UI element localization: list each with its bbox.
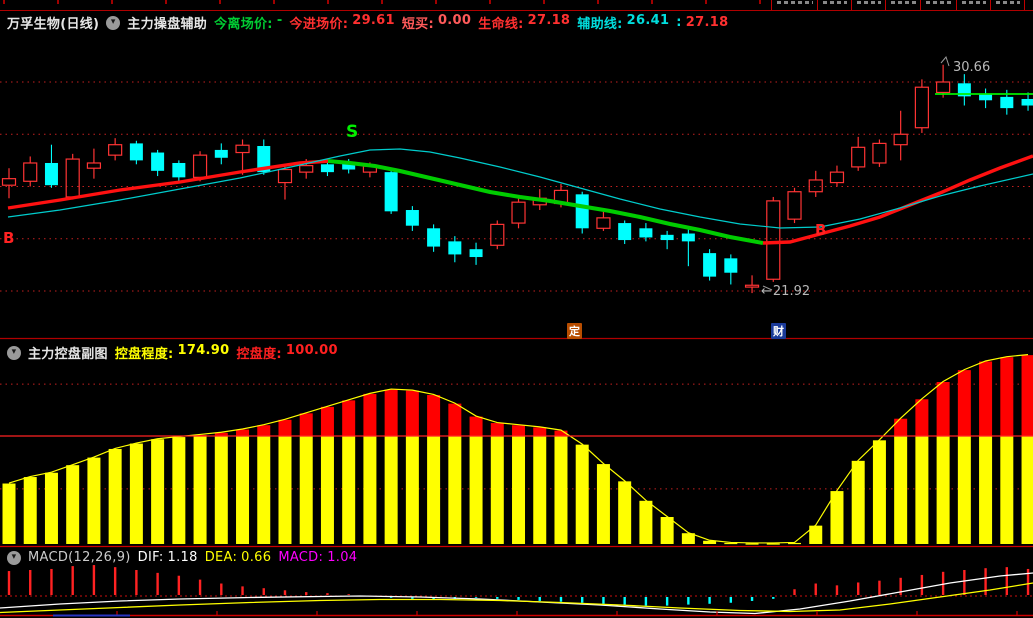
exit-price-field: 今离场价: - [214, 13, 283, 32]
low-price-label: ←21.92 [761, 284, 811, 299]
arrow-left-icon: ← [761, 284, 772, 299]
cutoff-tick [57, 0, 59, 4]
entry-price-field: 今进场价: 29.61 [289, 13, 395, 32]
stock-title: 万孚生物(日线) [7, 17, 100, 32]
buy-signal-marker-right: B [815, 221, 827, 239]
cutoff-tick [327, 0, 329, 4]
cutoff-tick [219, 0, 221, 4]
toolbar-button[interactable] [885, 0, 921, 10]
cutoff-tick [489, 0, 491, 4]
toolbar-button[interactable] [771, 0, 818, 10]
cutoff-tick [651, 0, 653, 4]
dea-field: DEA: 0.66 [204, 550, 272, 565]
lifeline-second-value: : 27.18 [676, 15, 729, 30]
cutoff-tick [705, 0, 707, 4]
cutoff-tick [597, 0, 599, 4]
top-toolbar [0, 0, 1033, 11]
control-panel-header: 主力控盘副图 控盘程度: 174.90 控盘度: 100.00 [7, 343, 338, 362]
lifeline-field: 生命线: 27.18 [478, 13, 571, 32]
cutoff-tick [435, 0, 437, 4]
toolbar-button[interactable] [990, 0, 1025, 10]
cutoff-tick [759, 0, 761, 4]
cutoff-tick [111, 0, 113, 4]
chevron-down-icon[interactable] [7, 345, 21, 360]
short-buy-field: 短买: 0.00 [401, 13, 472, 32]
buy-signal-marker-left: B [3, 229, 15, 247]
macd-value-field: MACD: 1.04 [278, 550, 358, 565]
high-price-label: 30.66 [953, 60, 991, 75]
toolbar-button[interactable] [920, 0, 957, 10]
cutoff-tick [3, 0, 5, 4]
main-chart-header: 万孚生物(日线) 主力操盘辅助 今离场价: - 今进场价: 29.61 短买: … [7, 13, 728, 32]
control-panel-title: 主力控盘副图 [28, 347, 108, 362]
toolbar-button[interactable] [1024, 0, 1033, 10]
cutoff-tick [165, 0, 167, 4]
toolbar-button[interactable] [956, 0, 991, 10]
dif-field: DIF: 1.18 [137, 550, 198, 565]
toolbar-button[interactable] [817, 0, 852, 10]
control-degree-field: 控盘程度: 174.90 [114, 343, 230, 362]
auxiliary-line-field: 辅助线: 26.41 [577, 13, 670, 32]
control-ratio-field: 控盘度: 100.00 [236, 343, 338, 362]
sell-signal-marker: S [346, 122, 359, 142]
indicator-name: 主力操盘辅助 [127, 17, 208, 32]
chevron-down-icon[interactable] [7, 550, 21, 565]
finance-news-badge[interactable]: 财 [771, 323, 786, 339]
toolbar-button[interactable] [851, 0, 886, 10]
cutoff-tick [273, 0, 275, 4]
cutoff-tick [543, 0, 545, 4]
macd-title: MACD(12,26,9) [28, 550, 131, 565]
cutoff-tick [381, 0, 383, 4]
report-news-badge[interactable]: 定 [567, 323, 582, 339]
macd-panel-header: MACD(12,26,9) DIF: 1.18 DEA: 0.66 MACD: … [7, 550, 357, 565]
chevron-down-icon[interactable] [106, 15, 121, 30]
